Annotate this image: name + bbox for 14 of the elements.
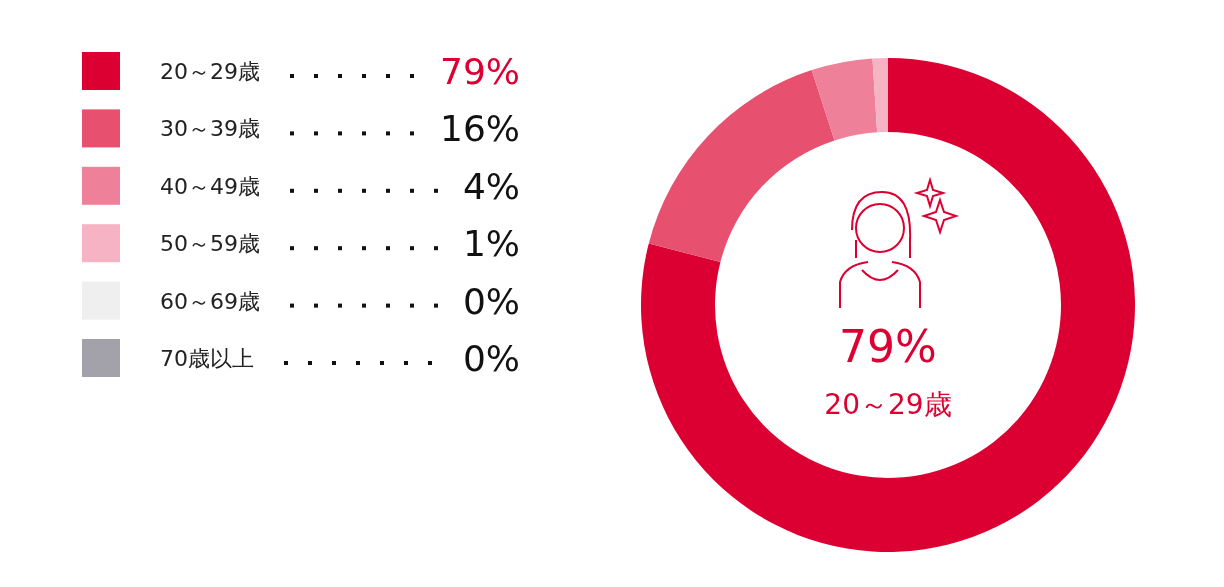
text: 0% xyxy=(462,338,520,379)
text: 79% xyxy=(839,321,937,372)
data-label: 79% xyxy=(439,51,520,92)
legend-label: 70歳以上 xyxy=(160,346,254,371)
data-label: 16% xyxy=(439,108,520,150)
legend-label: 20～29歳 xyxy=(160,59,260,84)
text: 0% xyxy=(462,280,520,322)
data-label: 4% xyxy=(462,165,520,207)
text: 20～29歳 xyxy=(824,388,952,421)
legend-label: 50～59歳 xyxy=(160,231,260,257)
legend-label: 60～69歳 xyxy=(160,288,260,314)
legend-label: 30～39歳 xyxy=(160,116,260,142)
data-label: 1% xyxy=(462,223,520,265)
legend-label: 40～49歳 xyxy=(160,173,260,199)
